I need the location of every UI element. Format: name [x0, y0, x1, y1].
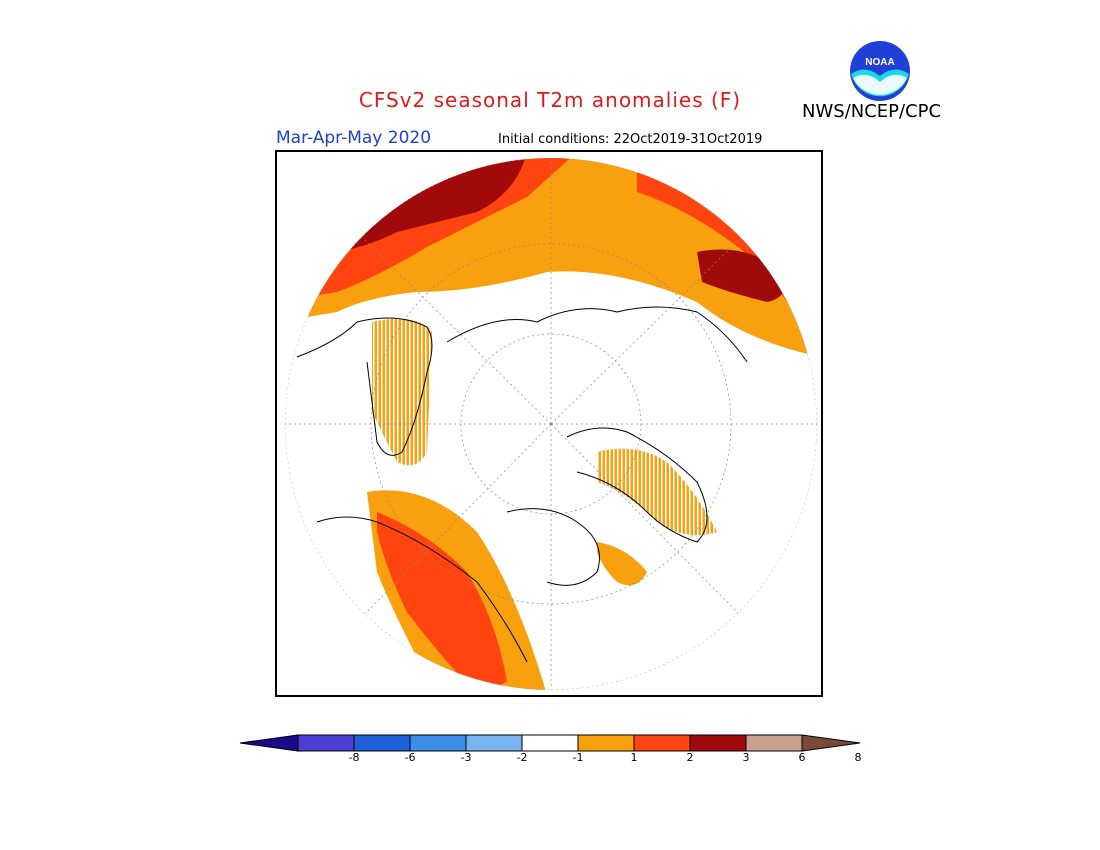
legend-tick-label: -8 — [348, 751, 360, 764]
legend-box — [353, 734, 411, 752]
initial-conditions: Initial conditions: 22Oct2019-31Oct2019 — [498, 132, 763, 147]
legend-box — [409, 734, 467, 752]
legend-arrow-low — [239, 734, 299, 752]
agency-label: NWS/NCEP/CPC — [802, 101, 942, 122]
coastlines — [296, 306, 748, 663]
legend-box — [521, 734, 579, 752]
chart-title: CFSv2 seasonal T2m anomalies (F) — [358, 88, 742, 112]
legend-box — [689, 734, 747, 752]
legend-tick-label: -3 — [460, 751, 472, 764]
anomaly-region-central — [597, 542, 647, 586]
legend-tick-label: 8 — [854, 751, 862, 764]
graticule — [285, 158, 817, 690]
legend-tick-label: 1 — [630, 751, 638, 764]
color-legend — [239, 734, 861, 752]
legend-tick-label: 6 — [798, 751, 806, 764]
legend-tick-label: -2 — [516, 751, 528, 764]
noaa-logo-icon: NOAA — [850, 41, 910, 101]
legend-arrow-high — [801, 734, 861, 752]
anomaly-region-north-america-strong — [377, 512, 507, 690]
legend-box — [633, 734, 691, 752]
legend-box — [297, 734, 355, 752]
anomaly-region-greenland — [372, 318, 432, 466]
polar-map — [285, 158, 817, 690]
legend-tick-label: -1 — [572, 751, 584, 764]
legend-box — [465, 734, 523, 752]
legend-tick-label: 2 — [686, 751, 694, 764]
legend-tick-label: -6 — [404, 751, 416, 764]
legend-tick-label: 3 — [742, 751, 750, 764]
forecast-period: Mar-Apr-May 2020 — [276, 128, 432, 148]
map-frame — [275, 150, 823, 697]
legend-box — [577, 734, 635, 752]
legend-box — [745, 734, 803, 752]
logo-text: NOAA — [865, 57, 894, 68]
anomaly-region-europe — [597, 448, 717, 536]
